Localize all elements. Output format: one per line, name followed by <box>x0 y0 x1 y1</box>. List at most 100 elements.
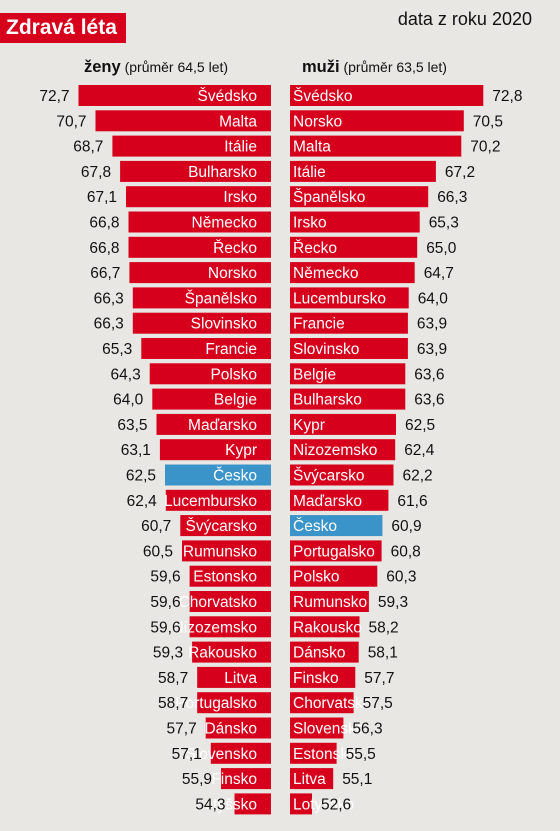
women-value-label: 63,5 <box>117 417 147 434</box>
women-value-label: 64,0 <box>113 392 144 409</box>
women-bar <box>205 717 271 739</box>
women-bar <box>128 236 271 258</box>
men-bar <box>290 591 369 612</box>
women-value-label: 62,5 <box>126 468 156 485</box>
women-country-label: Belgie <box>214 392 257 409</box>
men-country-label: Lotyšsko <box>293 796 354 813</box>
men-bar <box>290 515 383 537</box>
women-country-label: Itálie <box>224 139 257 156</box>
women-bar <box>95 110 271 132</box>
women-average-note: (průměr 64,5 let) <box>124 59 229 75</box>
men-value-label: 55,1 <box>342 771 372 788</box>
men-country-label: Malta <box>293 139 331 156</box>
men-value-label: 55,5 <box>346 746 376 763</box>
men-country-label: Rumunsko <box>293 594 367 611</box>
women-value-label: 57,1 <box>172 746 202 763</box>
women-value-label: 58,7 <box>158 695 188 712</box>
women-country-label: Norsko <box>208 265 257 282</box>
women-country-label: Kypr <box>225 442 257 459</box>
men-value-label: 62,5 <box>405 417 435 434</box>
women-header: ženy (průměr 64,5 let) <box>84 58 228 77</box>
men-value-label: 70,5 <box>473 113 503 130</box>
men-value-label: 60,9 <box>391 518 421 535</box>
men-bar <box>290 262 415 284</box>
men-label: muži <box>302 58 340 76</box>
women-bar <box>192 641 271 663</box>
women-country-label: Dánsko <box>204 721 257 738</box>
men-value-label: 57,7 <box>364 670 394 687</box>
women-bar <box>120 160 271 182</box>
men-value-label: 59,3 <box>378 594 408 611</box>
women-value-label: 54,3 <box>195 796 225 813</box>
men-country-label: Švýcarsko <box>293 468 365 485</box>
women-country-label: Chorvatsko <box>179 594 257 611</box>
women-value-label: 60,5 <box>143 543 173 560</box>
men-bar <box>290 717 344 739</box>
men-bar <box>290 439 396 461</box>
men-value-label: 72,8 <box>492 88 522 105</box>
women-country-label: Polsko <box>210 366 257 383</box>
men-bar <box>290 287 409 309</box>
men-bar <box>290 489 389 511</box>
men-country-label: Dánsko <box>293 645 346 662</box>
women-bar <box>129 262 271 284</box>
women-country-label: Malta <box>219 113 257 130</box>
men-value-label: 62,2 <box>403 468 433 485</box>
women-bar <box>210 742 271 764</box>
men-value-label: 62,4 <box>404 442 435 459</box>
women-bar <box>78 85 271 106</box>
men-country-label: Řecko <box>293 240 337 257</box>
women-value-label: 70,7 <box>56 113 86 130</box>
women-country-label: Španělsko <box>185 290 257 307</box>
men-value-label: 56,3 <box>352 721 382 738</box>
women-value-label: 63,1 <box>121 442 151 459</box>
men-country-label: Litva <box>293 771 326 788</box>
women-bar <box>189 616 271 638</box>
men-bar <box>290 338 408 359</box>
men-country-label: Slovensko <box>293 721 365 738</box>
women-value-label: 64,3 <box>111 366 141 383</box>
men-country-label: Norsko <box>293 113 342 130</box>
men-value-label: 64,0 <box>418 290 449 307</box>
women-bar <box>149 363 271 385</box>
men-bar <box>290 793 312 815</box>
men-country-label: Bulharsko <box>293 392 362 409</box>
women-country-label: Švýcarsko <box>186 518 258 535</box>
men-country-label: Maďarsko <box>293 493 362 510</box>
women-country-label: Rakousko <box>188 645 257 662</box>
men-country-label: Lucembursko <box>293 290 386 307</box>
men-country-label: Estonsko <box>293 746 357 763</box>
women-country-label: Nizozemsko <box>173 619 257 636</box>
men-country-label: Polsko <box>293 569 340 586</box>
women-value-label: 60,7 <box>141 518 171 535</box>
men-bar <box>290 742 337 764</box>
men-bar <box>290 666 356 688</box>
men-average-note: (průměr 63,5 let) <box>343 59 447 75</box>
men-bar <box>290 692 354 714</box>
men-value-label: 52,6 <box>321 796 351 813</box>
men-country-label: Belgie <box>293 366 336 383</box>
women-bar <box>112 135 272 157</box>
men-country-label: Chorvatsko <box>293 695 371 712</box>
women-country-label: Řecko <box>213 240 257 257</box>
men-bar <box>290 363 406 385</box>
men-country-label: Švédsko <box>293 88 352 105</box>
women-value-label: 66,7 <box>90 265 120 282</box>
men-country-label: Itálie <box>293 164 326 181</box>
women-value-label: 65,3 <box>102 341 132 358</box>
women-country-label: Lotyšsko <box>196 796 257 813</box>
men-value-label: 60,8 <box>391 543 421 560</box>
men-country-label: Portugalsko <box>293 543 375 560</box>
women-value-label: 67,1 <box>87 189 117 206</box>
women-country-label: Slovensko <box>185 746 257 763</box>
men-country-label: Kypr <box>293 417 325 434</box>
men-value-label: 63,6 <box>414 366 444 383</box>
women-bar <box>126 186 271 208</box>
women-country-label: Rumunsko <box>183 543 257 560</box>
women-bar <box>141 338 271 359</box>
women-value-label: 58,7 <box>158 670 188 687</box>
women-country-label: Bulharsko <box>188 164 257 181</box>
women-value-label: 59,3 <box>153 645 183 662</box>
women-value-label: 66,8 <box>89 240 119 257</box>
